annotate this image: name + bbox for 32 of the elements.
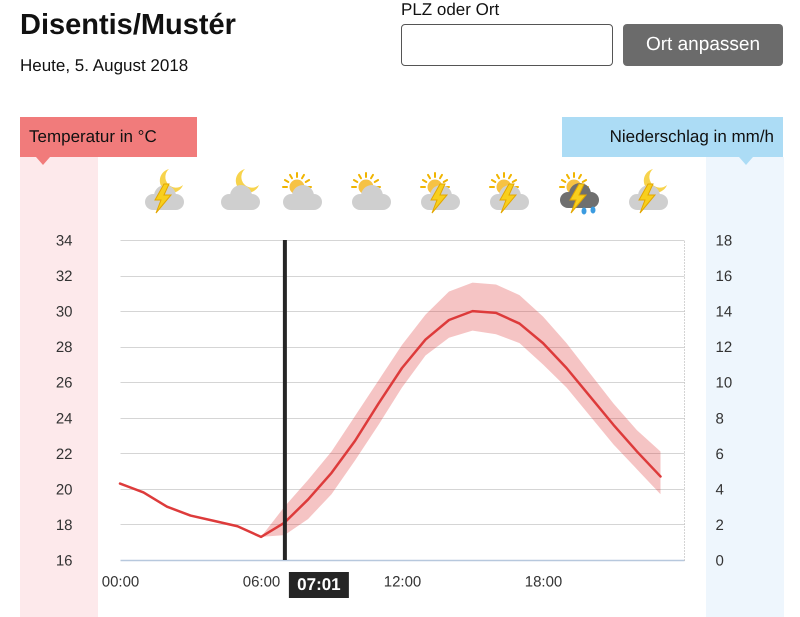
y-tick-label: 20	[56, 480, 72, 498]
y-tick-label: 22	[56, 445, 72, 462]
y-tick-label: 24	[56, 410, 72, 427]
chart-subtitle: Heute, 5. August 2018	[20, 56, 188, 76]
y2-tick-label: 18	[716, 232, 732, 249]
chart-title: Disentis/Mustér	[20, 9, 236, 42]
text: Temperatur in °C	[29, 127, 157, 147]
x-tick-label: 12:00	[384, 573, 422, 590]
y2-tick-label: 2	[716, 516, 724, 534]
y2-tick-label: 6	[716, 445, 724, 462]
y2-tick-label: 4	[716, 480, 724, 498]
y2-tick-label: 12	[716, 338, 732, 356]
text: PLZ oder Ort	[401, 0, 500, 20]
line-series	[118, 309, 662, 538]
x-tick-label: 06:00	[242, 573, 280, 590]
text: Niederschlag in mm/h	[610, 127, 774, 147]
x-tick-label: 18:00	[524, 573, 562, 590]
y-tick-label: 30	[56, 303, 72, 320]
y-tick-label: 28	[56, 338, 72, 356]
y-tick-label: 32	[56, 268, 72, 285]
ref-line-label: 07:01	[297, 574, 341, 594]
y2-tick-label: 10	[716, 374, 732, 392]
x-tick-label: 00:00	[102, 573, 140, 590]
y2-tick-label: 14	[716, 303, 732, 320]
y2-tick-label: 0	[716, 552, 724, 569]
y-tick-label: 18	[56, 516, 72, 534]
y-tick-label: 26	[56, 374, 72, 392]
y-tick-label: 16	[56, 552, 72, 569]
y-tick-label: 34	[56, 232, 72, 249]
y2-tick-label: 16	[716, 268, 732, 285]
y2-tick-label: 8	[716, 410, 724, 427]
button: Ort anpassen	[623, 24, 783, 66]
